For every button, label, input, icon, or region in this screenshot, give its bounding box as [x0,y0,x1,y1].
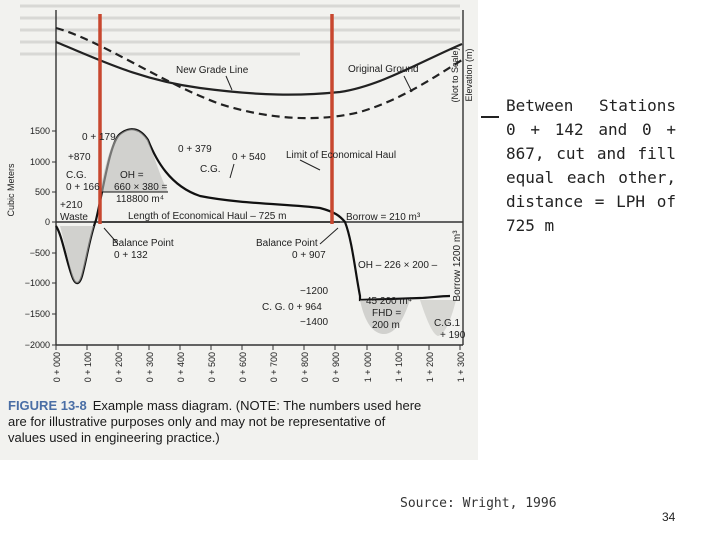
oh-result-label: 118800 m⁴ [116,194,164,205]
station-label: 0 + 166 [66,182,100,193]
m4-label: 45 200 m⁴ [366,296,412,307]
original-ground-curve [55,26,463,120]
x-tick-label: 0 + 600 [238,352,248,382]
figure-caption-label: FIGURE 13-8 [8,398,87,413]
fhd-label: FHD = [372,308,401,319]
leader-lines [103,75,413,245]
station-note: Between Stations 0 + 142 and 0 + 867, cu… [506,96,676,235]
station-label: 0 + 179 [82,132,116,143]
x-tick-label: 0 + 700 [269,352,279,382]
elevation-label: Elevation (m) [464,48,474,101]
figure-caption-line-1: FIGURE 13-8 Example mass diagram. (NOTE: … [8,398,421,413]
cg-964-label: C. G. 0 + 964 [262,302,322,313]
cg1-label: C.G.1 [434,318,461,329]
y-tick-label: −2000 [25,340,50,350]
y-tick-label: −500 [30,248,50,258]
x-tick-label: 0 + 300 [145,352,155,382]
y-tick-marks [52,130,56,346]
balance-station-label: 0 + 907 [292,250,326,261]
x-tick-label: 0 + 500 [207,352,217,382]
fhd-value-label: 200 m [372,320,400,331]
cg-label: C.G. [200,164,221,175]
oh-label: OH = [120,170,144,181]
x-tick-label: 1 + 000 [363,352,373,382]
x-tick-label: 0 + 100 [83,352,93,382]
cg1-station-label: + 190 [440,330,466,341]
y-tick-label: 1000 [30,157,50,167]
station-label: 0 + 540 [232,152,266,163]
diagram-annotations: New Grade Line Original Ground 0 + 179 0… [60,64,466,341]
x-tick-label: 0 + 900 [331,352,341,382]
fhd-region [360,300,410,334]
note-dash [481,116,499,118]
y-tick-label: −1000 [25,278,50,288]
new-grade-line-label: New Grade Line [176,65,249,76]
original-ground-label: Original Ground [348,64,419,75]
y-tick-labels: 1500 1000 500 0 −500 −1000 −1500 −2000 [25,126,50,350]
minus-1400-label: −1400 [300,317,329,328]
length-haul-label: Length of Economical Haul – 725 m [128,211,286,222]
minus-1200-label: −1200 [300,286,329,297]
balance-point-label: Balance Point [256,238,318,249]
figure-caption-line-3: values used in engineering practice.) [8,430,220,445]
figure-caption-line-2: are for illustrative purposes only and m… [8,414,386,429]
borrow-region [420,300,456,336]
x-tick-label: 1 + 200 [425,352,435,382]
x-tick-marks [55,345,461,350]
x-tick-label: 0 + 800 [300,352,310,382]
balance-point-label: Balance Point [112,238,174,249]
x-tick-label: 1 + 300 [456,352,466,382]
y-tick-label: 0 [45,217,50,227]
oh-calc-label: 660 × 380 = [114,182,168,193]
station-label: 0 + 379 [178,144,212,155]
page-number: 34 [662,510,676,524]
y-tick-label: 1500 [30,126,50,136]
y-axis-label: Cubic Meters [6,163,16,217]
borrow-1200-label: Borrow 1200 m³ [452,230,463,302]
haul-region [100,129,168,192]
plus-210-label: +210 [60,200,83,211]
y-tick-label: −1500 [25,309,50,319]
balance-station-label: 0 + 132 [114,250,148,261]
cg-label: C.G. [66,170,87,181]
x-tick-label: 0 + 200 [114,352,124,382]
waste-region [60,226,94,284]
limit-haul-label: Limit of Economical Haul [286,150,396,161]
waste-label: Waste [60,212,88,223]
x-tick-label: 0 + 400 [176,352,186,382]
source-citation: Source: Wright, 1996 [400,496,557,511]
new-grade-line-curve [55,40,463,96]
x-tick-labels: 0 + 000 0 + 100 0 + 200 0 + 300 0 + 400 … [52,352,466,382]
y-tick-label: 500 [35,187,50,197]
borrow-210-label: Borrow = 210 m³ [346,212,421,223]
plus-870-label: +870 [68,152,91,163]
scale-label: (Not to Scale) [450,47,460,102]
figure-caption-text: Example mass diagram. (NOTE: The numbers… [93,398,422,413]
x-tick-label: 1 + 100 [394,352,404,382]
oh-226-label: OH – 226 × 200 – [358,260,438,271]
x-tick-label: 0 + 000 [52,352,62,382]
